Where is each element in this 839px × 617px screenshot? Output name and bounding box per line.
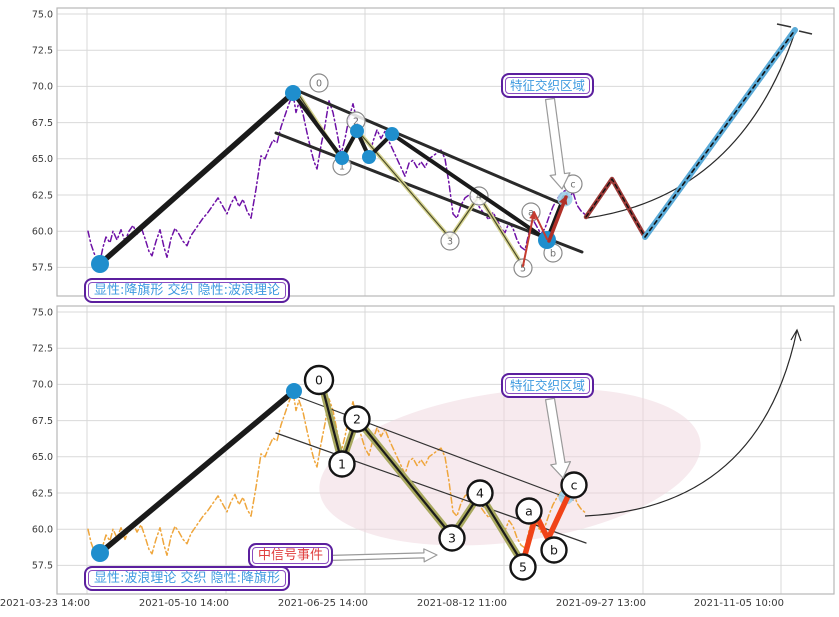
- wave-marker-label-3: 3: [447, 236, 453, 247]
- wave-marker-bottom-2: [343, 405, 371, 433]
- wave-marker-5: [513, 258, 533, 278]
- flag-channel-lower: [274, 131, 584, 254]
- flag-vertex-dot: [285, 85, 301, 101]
- correction-c-thrust: [547, 195, 568, 243]
- wave-marker-bottom-label-4: 4: [476, 485, 484, 500]
- wave-marker-bottom-label-2: 2: [353, 411, 361, 426]
- projection-curve-top: [586, 31, 796, 219]
- flag-vertex-dot: [385, 127, 399, 141]
- x-tick-label: 2021-05-10 14:00: [139, 598, 229, 609]
- top-panel-frame: [56, 7, 835, 297]
- flag-vertex-dot: [362, 150, 376, 164]
- wave-marker-label-5: 5: [520, 263, 526, 274]
- wave-path-halo: [297, 93, 525, 268]
- wave-marker-bottom-4: [466, 479, 494, 507]
- caption-top: 显性:降旗形 交织 隐性:波浪理论: [84, 278, 291, 303]
- signal-event-label: 中信号事件: [248, 543, 334, 568]
- y-tick-label: 70.0: [32, 380, 53, 391]
- y-tick-label: 67.5: [32, 416, 53, 427]
- feature-zone-arrow-bottom: [544, 397, 572, 479]
- signal-event-arrow: [326, 548, 438, 563]
- trend-cap-mark: [798, 30, 813, 35]
- pole-vertex-dot: [286, 383, 302, 399]
- wave-marker-bottom-label-c: c: [571, 477, 578, 492]
- wave-marker-label-a: a: [528, 207, 534, 218]
- flag-pole: [97, 90, 296, 267]
- feature-zone-label-bottom: 特征交织区域: [501, 373, 595, 398]
- wave-marker-bottom-a: [515, 497, 543, 525]
- y-tick-label: 62.5: [32, 488, 53, 499]
- y-tick-label: 70.0: [32, 82, 53, 93]
- pole-vertex-dot: [91, 544, 109, 562]
- x-tick-label: 2021-08-12 11:00: [417, 598, 507, 609]
- wave-marker-bottom-b: [540, 536, 568, 564]
- flag-vertex-dot: [91, 255, 109, 273]
- wave-marker-label-2: 2: [353, 116, 359, 127]
- trend-cap-mark: [776, 23, 792, 28]
- correction-a-arrowhead: [529, 212, 537, 220]
- wave-marker-bottom-c: [560, 471, 588, 499]
- price-line-purple: [87, 92, 587, 263]
- y-tick-label: 57.5: [32, 561, 53, 572]
- y-tick-label: 75.0: [32, 307, 53, 318]
- y-tick-label: 72.5: [32, 46, 53, 57]
- y-tick-label: 72.5: [32, 344, 53, 355]
- forecast-zigzag-dash: [585, 178, 646, 238]
- caption-bottom: 显性:波浪理论 交织 隐性:降旗形: [84, 566, 291, 591]
- y-tick-label: 67.5: [32, 118, 53, 129]
- wave-marker-bottom-label-0: 0: [315, 372, 323, 387]
- wave-marker-3: [440, 231, 460, 251]
- impulse-pole: [97, 388, 297, 556]
- x-tick-label: 2021-03-23 14:00: [0, 598, 90, 609]
- wave-marker-bottom-label-5: 5: [519, 559, 527, 574]
- y-tick-label: 60.0: [32, 525, 53, 536]
- signal-ellipse: [319, 388, 701, 546]
- y-tick-label: 65.0: [32, 452, 53, 463]
- y-tick-label: 75.0: [32, 9, 53, 20]
- wave-marker-label-b: b: [550, 248, 556, 259]
- wave-marker-bottom-3: [438, 524, 466, 552]
- wave-marker-label-0: 0: [316, 78, 322, 89]
- wave-marker-bottom-1: [328, 450, 356, 478]
- x-tick-label: 2021-06-25 14:00: [278, 598, 368, 609]
- y-tick-label: 62.5: [32, 190, 53, 201]
- projection-curve-arrowhead: [790, 328, 802, 342]
- wave-path-bottom: [318, 376, 525, 566]
- feature-zone-arrow-top: [544, 97, 571, 190]
- wave-marker-bottom-label-3: 3: [448, 530, 456, 545]
- wave-marker-bottom-0: [303, 364, 335, 396]
- forecast-zigzag: [583, 176, 648, 240]
- y-tick-label: 57.5: [32, 263, 53, 274]
- y-tick-label: 65.0: [32, 154, 53, 165]
- feature-zone-label-top: 特征交织区域: [501, 73, 595, 98]
- wave-marker-bottom-5: [509, 553, 537, 581]
- correction-abc-bottom: [520, 493, 571, 565]
- flag-vertex-dot: [350, 124, 364, 138]
- wave-path: [298, 94, 524, 267]
- wave-marker-label-4: 4: [476, 191, 482, 202]
- x-tick-label: 2021-09-27 13:00: [556, 598, 646, 609]
- projection-curve-bottom: [584, 329, 798, 517]
- hidden-channel-upper: [295, 395, 574, 501]
- wave-marker-bottom-label-a: a: [525, 503, 533, 518]
- wave-marker-label-c: c: [570, 179, 575, 190]
- bottom-panel-frame: [56, 305, 835, 595]
- wave-marker-0: [309, 73, 329, 93]
- wave-marker-bottom-label-b: b: [550, 542, 558, 557]
- y-tick-label: 60.0: [32, 227, 53, 238]
- wave-marker-bottom-label-1: 1: [338, 456, 346, 471]
- wave-marker-label-1: 1: [339, 161, 345, 172]
- correction-c-arrowhead: [558, 196, 568, 206]
- forecast-trend-dash: [644, 29, 796, 238]
- flag-vertex-dot: [335, 151, 349, 165]
- x-tick-label: 2021-11-05 10:00: [694, 598, 784, 609]
- flag-channel-upper: [294, 88, 562, 205]
